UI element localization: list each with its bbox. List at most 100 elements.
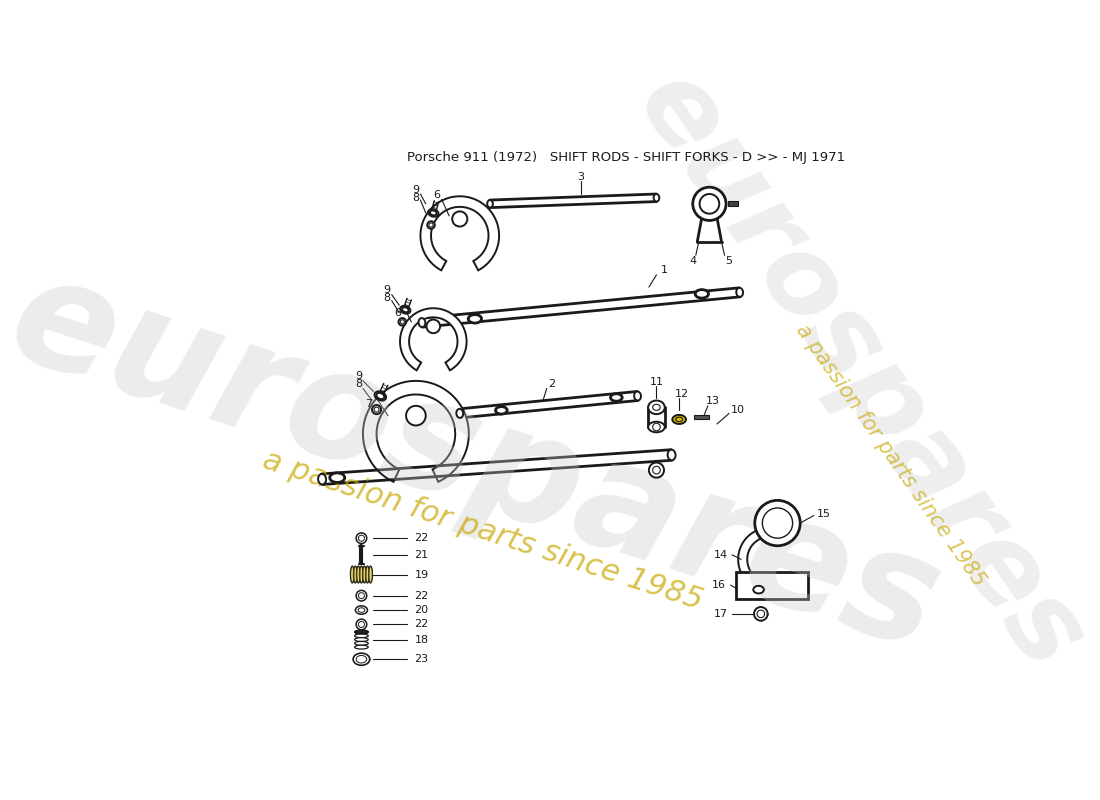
Ellipse shape bbox=[610, 394, 623, 402]
Text: 3: 3 bbox=[578, 172, 584, 182]
Ellipse shape bbox=[356, 566, 361, 583]
Circle shape bbox=[356, 619, 366, 630]
Text: 4: 4 bbox=[690, 256, 696, 266]
Text: 9: 9 bbox=[412, 186, 419, 195]
Text: 6: 6 bbox=[433, 190, 441, 200]
Circle shape bbox=[762, 508, 793, 538]
Circle shape bbox=[400, 320, 405, 324]
Circle shape bbox=[754, 607, 768, 621]
Ellipse shape bbox=[368, 566, 373, 583]
Text: 7: 7 bbox=[365, 398, 373, 409]
Circle shape bbox=[652, 466, 660, 474]
Text: eurospares: eurospares bbox=[0, 242, 957, 682]
Text: 16: 16 bbox=[712, 580, 726, 590]
Ellipse shape bbox=[330, 473, 344, 482]
Text: 1: 1 bbox=[660, 266, 668, 275]
Text: eurospares: eurospares bbox=[615, 54, 1100, 690]
Text: 18: 18 bbox=[415, 634, 429, 645]
Text: 22: 22 bbox=[415, 590, 429, 601]
Ellipse shape bbox=[487, 200, 493, 208]
Text: a passion for parts since 1985: a passion for parts since 1985 bbox=[792, 320, 990, 590]
Ellipse shape bbox=[672, 415, 686, 424]
Text: 22: 22 bbox=[415, 619, 429, 630]
Ellipse shape bbox=[496, 406, 507, 414]
Ellipse shape bbox=[430, 210, 437, 215]
Ellipse shape bbox=[418, 318, 426, 327]
Text: 8: 8 bbox=[355, 379, 362, 389]
Circle shape bbox=[757, 610, 764, 618]
Text: 8: 8 bbox=[412, 193, 419, 202]
Text: 20: 20 bbox=[415, 605, 429, 615]
Ellipse shape bbox=[354, 646, 368, 649]
Circle shape bbox=[700, 194, 719, 214]
Circle shape bbox=[356, 533, 366, 543]
Ellipse shape bbox=[354, 630, 368, 634]
Ellipse shape bbox=[675, 417, 683, 422]
Circle shape bbox=[372, 405, 381, 414]
Text: 21: 21 bbox=[415, 550, 429, 560]
Ellipse shape bbox=[648, 401, 664, 414]
Ellipse shape bbox=[695, 290, 708, 298]
Circle shape bbox=[374, 407, 379, 412]
Bar bbox=[694, 415, 710, 419]
Text: 5: 5 bbox=[726, 256, 733, 266]
Ellipse shape bbox=[351, 566, 354, 583]
Ellipse shape bbox=[360, 566, 363, 583]
Ellipse shape bbox=[355, 606, 367, 614]
Ellipse shape bbox=[652, 404, 660, 410]
Ellipse shape bbox=[360, 566, 363, 583]
Text: 11: 11 bbox=[649, 377, 663, 386]
Ellipse shape bbox=[354, 630, 368, 634]
Ellipse shape bbox=[653, 194, 659, 202]
Ellipse shape bbox=[365, 566, 370, 583]
Text: 9: 9 bbox=[384, 285, 390, 295]
Ellipse shape bbox=[353, 653, 370, 666]
Polygon shape bbox=[738, 528, 792, 591]
Text: 22: 22 bbox=[415, 533, 429, 543]
Ellipse shape bbox=[351, 566, 354, 583]
Text: 9: 9 bbox=[355, 371, 362, 382]
Ellipse shape bbox=[402, 307, 408, 312]
Ellipse shape bbox=[456, 409, 463, 418]
Ellipse shape bbox=[365, 566, 370, 583]
Ellipse shape bbox=[318, 474, 326, 485]
Ellipse shape bbox=[428, 209, 439, 217]
Ellipse shape bbox=[368, 566, 373, 583]
Ellipse shape bbox=[354, 638, 368, 642]
Circle shape bbox=[398, 318, 406, 326]
Circle shape bbox=[452, 211, 468, 226]
Ellipse shape bbox=[353, 566, 358, 583]
Ellipse shape bbox=[353, 566, 358, 583]
Text: 23: 23 bbox=[415, 654, 429, 664]
Bar bbox=[727, 201, 738, 206]
Ellipse shape bbox=[400, 306, 410, 314]
Circle shape bbox=[652, 423, 660, 430]
Ellipse shape bbox=[469, 314, 482, 323]
Ellipse shape bbox=[736, 288, 744, 297]
Text: 10: 10 bbox=[732, 406, 745, 415]
Bar bbox=[354, 629, 368, 650]
Circle shape bbox=[359, 622, 364, 627]
Ellipse shape bbox=[354, 642, 368, 646]
Text: Porsche 911 (1972)   SHIFT RODS - SHIFT FORKS - D >> - MJ 1971: Porsche 911 (1972) SHIFT RODS - SHIFT FO… bbox=[407, 151, 845, 164]
Circle shape bbox=[356, 590, 366, 601]
Ellipse shape bbox=[363, 566, 366, 583]
Text: 12: 12 bbox=[675, 389, 690, 398]
Polygon shape bbox=[363, 381, 469, 482]
Circle shape bbox=[649, 462, 664, 478]
Circle shape bbox=[427, 319, 440, 333]
Ellipse shape bbox=[668, 450, 675, 460]
Ellipse shape bbox=[358, 608, 365, 612]
Ellipse shape bbox=[356, 655, 366, 663]
Text: 15: 15 bbox=[817, 509, 830, 519]
Ellipse shape bbox=[754, 586, 763, 594]
Text: 14: 14 bbox=[714, 550, 727, 560]
Ellipse shape bbox=[363, 566, 366, 583]
Ellipse shape bbox=[634, 391, 641, 401]
Ellipse shape bbox=[356, 566, 361, 583]
Text: 13: 13 bbox=[705, 396, 719, 406]
Circle shape bbox=[359, 535, 364, 542]
Text: a passion for parts since 1985: a passion for parts since 1985 bbox=[258, 446, 706, 616]
Ellipse shape bbox=[354, 634, 368, 638]
Text: 2: 2 bbox=[549, 379, 556, 389]
